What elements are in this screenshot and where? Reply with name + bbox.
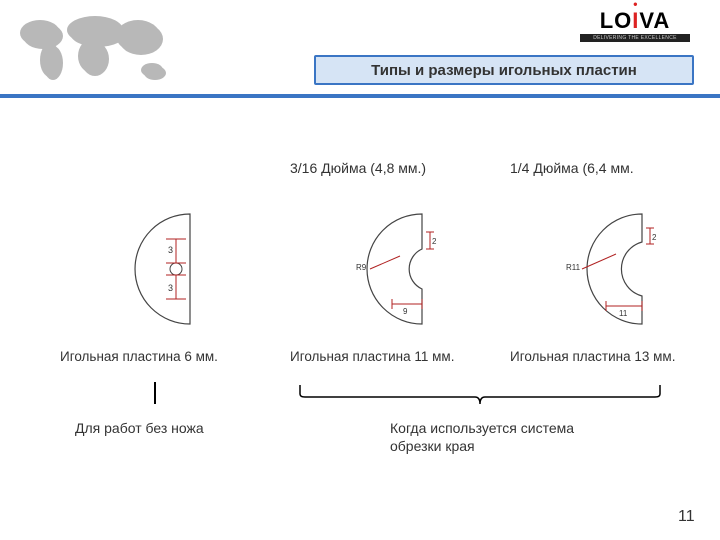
brand-logo: LOIVA DELIVERING THE EXCELLENCE xyxy=(580,8,690,42)
page-number-text: 11 xyxy=(678,508,695,525)
dim-side: 2 xyxy=(432,237,437,246)
content-area: 3 3 Игольная пластина 6 мм. 3/16 Дюйма (… xyxy=(0,100,720,540)
dim-r: R9 xyxy=(356,263,367,272)
dim-w: 11 xyxy=(619,309,628,318)
plate-column-6mm: 3 3 Игольная пластина 6 мм. xyxy=(60,160,250,366)
logo-mid: I xyxy=(632,8,639,34)
plate-column-11mm: 3/16 Дюйма (4,8 мм.) R9 9 2 Игольная пла… xyxy=(290,160,480,366)
bracket-right xyxy=(295,382,665,412)
dim-w: 9 xyxy=(403,307,408,316)
header: LOIVA DELIVERING THE EXCELLENCE Типы и р… xyxy=(0,0,720,100)
dim-r: R11 xyxy=(566,263,581,272)
page-number: 11 xyxy=(678,509,690,526)
col-bottom-label: Игольная пластина 13 мм. xyxy=(510,349,700,366)
col-top-label: 3/16 Дюйма (4,8 мм.) xyxy=(290,160,480,196)
col-top-label xyxy=(60,160,250,196)
plate-diagram-13mm: R11 11 2 xyxy=(520,204,680,334)
dim-bot: 3 xyxy=(168,283,173,293)
page-title: Типы и размеры игольных пластин xyxy=(314,55,694,85)
header-divider xyxy=(0,94,720,98)
col-bottom-label: Игольная пластина 6 мм. xyxy=(60,349,250,366)
world-map-graphic xyxy=(10,8,180,93)
plate-diagram-6mm: 3 3 xyxy=(70,204,230,334)
note-left: Для работ без ножа xyxy=(75,420,255,438)
logo-post: VA xyxy=(639,8,670,33)
logo-tagline: DELIVERING THE EXCELLENCE xyxy=(580,34,690,42)
logo-text: LOIVA xyxy=(580,8,690,34)
dim-top: 3 xyxy=(168,245,173,255)
col-top-label: 1/4 Дюйма (6,4 мм. xyxy=(510,160,700,196)
plate-diagram-11mm: R9 9 2 xyxy=(300,204,460,334)
note-right: Когда используется система обрезки края xyxy=(390,420,620,455)
page-title-text: Типы и размеры игольных пластин xyxy=(371,62,637,79)
dim-side: 2 xyxy=(652,233,657,242)
logo-pre: LO xyxy=(600,8,633,33)
bracket-left xyxy=(145,380,165,410)
plate-column-13mm: 1/4 Дюйма (6,4 мм. R11 11 2 Игольная пла… xyxy=(510,160,700,366)
col-bottom-label: Игольная пластина 11 мм. xyxy=(290,349,480,366)
